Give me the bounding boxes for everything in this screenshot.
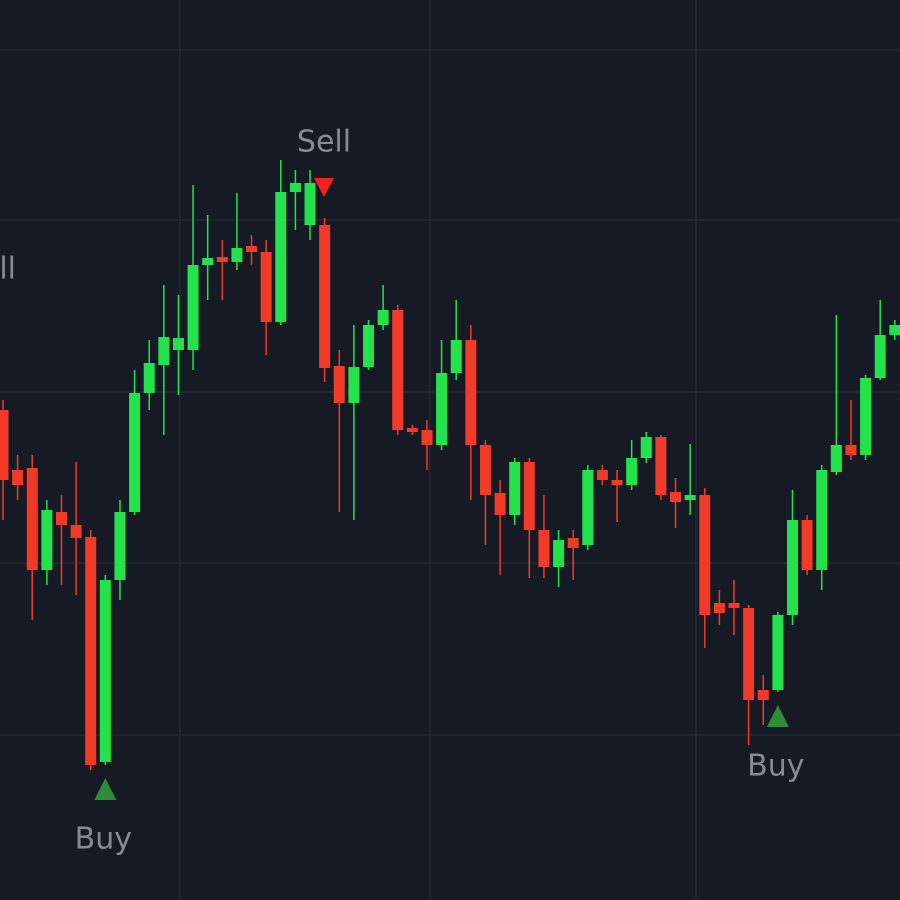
candle-body [611,480,623,485]
candle-body [479,445,491,495]
candle-body [246,246,258,252]
candle-body [757,690,769,700]
buy-marker [766,705,789,727]
candle-body [392,310,404,430]
candle-body [348,367,360,403]
candle-body [406,428,418,432]
signal-label: Sell [297,125,351,160]
candle-body [523,462,535,530]
candle-body [860,378,872,455]
candle-body [436,373,448,445]
candle-body [874,335,886,378]
candle-body [655,437,667,495]
sell-marker [314,178,335,197]
candle-body [158,337,170,365]
candle-body [202,258,214,265]
candle-body [816,470,828,570]
candle-body [640,437,652,458]
candle-body [304,183,316,225]
candle-body [333,366,345,403]
candle-body [260,252,272,322]
candle-body [231,248,243,262]
candle-body [494,493,506,515]
candle-body [363,325,374,367]
signals: Sell Buy Sell Buy [0,125,805,857]
candle-body [41,510,53,570]
candle-body [99,580,111,762]
candle-body [85,537,97,765]
candle-body [743,608,755,700]
candle-body [684,495,696,500]
candle-body [830,445,842,472]
candle-body [670,492,682,502]
signal-label: Buy [75,822,132,857]
candle-body [55,512,67,525]
signal-label: Buy [747,749,804,784]
signal-label: Sell [0,252,16,287]
candle-body [699,495,711,615]
candle-body [567,538,579,548]
candle-body [289,183,301,192]
candle-body [728,603,740,608]
candle-body [143,363,155,393]
candle-body [12,470,24,485]
candle-body [845,445,857,455]
candle-body [596,470,608,480]
candle-body [772,615,784,690]
candle-body [275,192,287,322]
candle-body [26,468,38,570]
candle-body [216,257,228,262]
candle-body [0,410,9,480]
candle-body [465,340,477,445]
candle-body [187,265,199,350]
candle-body [421,430,433,445]
candle-body [713,603,725,613]
candle-body [377,310,389,325]
candle-body [889,325,900,335]
candle-body [786,520,798,615]
candle-body [509,462,521,515]
candle-body [626,458,638,485]
buy-marker [94,778,117,800]
candle-body [114,512,126,580]
candle-body [319,225,331,368]
candles [0,160,900,770]
candle-body [450,340,462,373]
candle-body [70,525,82,538]
candle-body [172,338,184,350]
candle-body [582,470,594,545]
candle-body [553,540,565,567]
candle-body [801,520,813,570]
candle-body [129,393,141,512]
candle-body [538,530,550,567]
